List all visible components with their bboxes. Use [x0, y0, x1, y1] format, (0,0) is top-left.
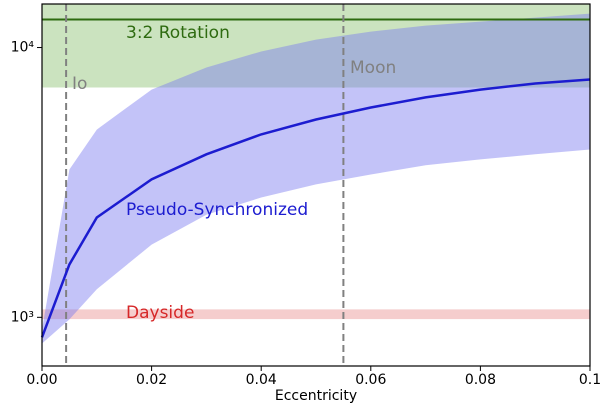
x-tick-label: 0.04	[246, 372, 277, 388]
region-band	[42, 309, 590, 320]
x-tick-label: 0.08	[465, 372, 496, 388]
region-band	[42, 4, 590, 88]
x-tick-label: 0.06	[355, 372, 386, 388]
series-label: Pseudo-Synchronized	[126, 200, 308, 220]
series-line	[40, 78, 591, 338]
region-label: Dayside	[126, 303, 194, 323]
x-tick-label: 0.1	[579, 372, 600, 388]
x-tick-label: 0.00	[26, 372, 57, 388]
plot-frame	[41, 3, 591, 367]
reference-label: Io	[72, 74, 87, 94]
reference-label: Moon	[350, 58, 396, 78]
y-tick-label: 10³	[11, 309, 34, 325]
uncertainty-band	[42, 13, 590, 344]
y-tick-label: 10⁴	[11, 40, 35, 56]
region-label: 3:2 Rotation	[126, 23, 230, 43]
x-axis-label: Eccentricity	[275, 388, 357, 404]
x-tick-label: 0.02	[136, 372, 167, 388]
